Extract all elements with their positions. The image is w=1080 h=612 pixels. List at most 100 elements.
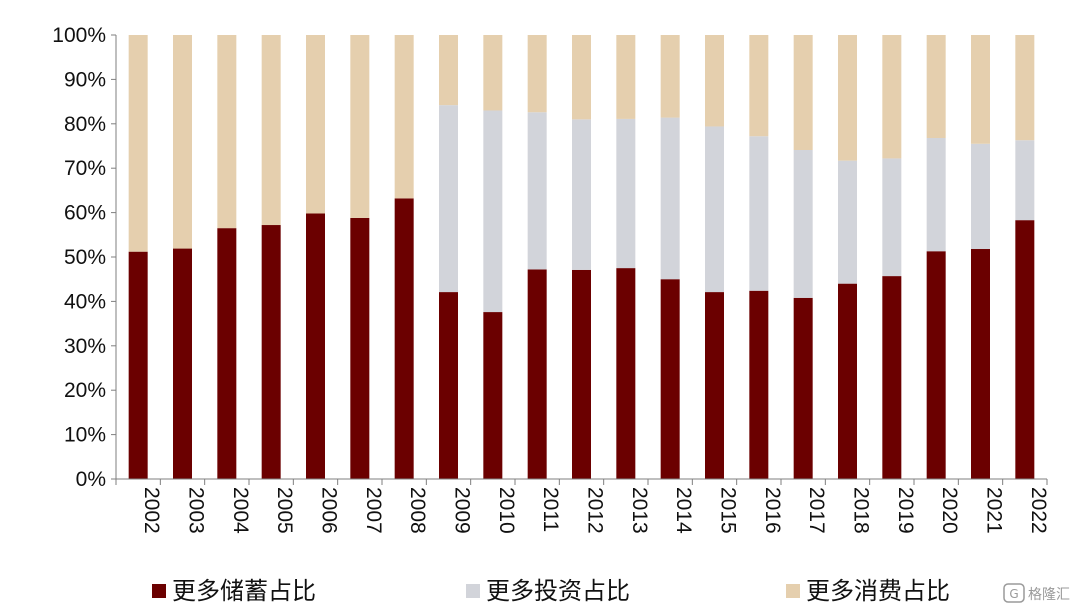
g-logo-letter: G <box>1009 587 1018 601</box>
bar-2014-series-1 <box>660 117 680 280</box>
y-tick-label: 10% <box>64 424 106 447</box>
bar-2019-series-0 <box>882 276 902 479</box>
y-tick-label: 40% <box>64 290 106 313</box>
x-tick-label: 2021 <box>983 487 1006 534</box>
x-tick-label: 2009 <box>451 487 474 534</box>
bar-2005-series-2 <box>261 35 281 226</box>
bar-2010-series-0 <box>483 312 503 479</box>
bar-2019-series-1 <box>882 158 902 277</box>
y-axis: 0% 10% 20% 30% 40% 50% 60% 70% 80% 90% 100% <box>52 24 117 491</box>
bar-2017-series-1 <box>793 150 813 298</box>
bar-2005-series-0 <box>261 225 281 479</box>
bar-2010-series-1 <box>483 110 503 313</box>
y-tick-label: 30% <box>64 335 106 358</box>
bar-2020-series-0 <box>926 251 946 479</box>
y-tick-label: 50% <box>64 246 106 269</box>
x-tick-label: 2015 <box>717 487 740 534</box>
x-tick-label: 2022 <box>1027 487 1050 534</box>
bar-2009-series-2 <box>439 35 458 106</box>
bar-2013-series-2 <box>616 35 636 119</box>
legend-swatch <box>786 584 800 598</box>
bar-2016-series-1 <box>749 136 769 291</box>
y-tick-label: 100% <box>52 24 106 47</box>
bar-2017-series-2 <box>793 35 813 150</box>
bar-2003-series-0 <box>173 248 192 479</box>
bars-layer <box>128 35 1035 480</box>
bar-2002-series-0 <box>128 251 148 479</box>
legend-label: 更多储蓄占比 <box>172 577 316 605</box>
y-tick-label: 0% <box>76 468 106 491</box>
g-logo-icon <box>1003 583 1025 603</box>
bar-2008-series-2 <box>394 35 414 199</box>
y-tick-label: 90% <box>64 68 106 91</box>
x-tick-label: 2005 <box>273 487 296 534</box>
bar-2011-series-0 <box>527 269 547 479</box>
watermark: G 格隆汇 <box>1003 583 1070 603</box>
bar-2015-series-0 <box>705 292 724 479</box>
bar-2012-series-1 <box>572 119 591 270</box>
x-tick-label: 2013 <box>628 487 651 534</box>
bar-2012-series-0 <box>572 269 591 479</box>
bar-2016-series-0 <box>749 290 769 479</box>
x-tick-label: 2018 <box>850 487 873 534</box>
bar-2022-series-0 <box>1015 220 1035 479</box>
bar-2007-series-2 <box>350 35 370 218</box>
bar-2004-series-0 <box>217 228 237 479</box>
bar-2020-series-2 <box>926 35 946 139</box>
x-tick-label: 2014 <box>672 487 695 534</box>
x-axis: 2002 2003 2004 2005 2006 2007 2008 2009 2010 2011… <box>115 478 1050 534</box>
bar-2003-series-2 <box>173 35 192 249</box>
bar-2013-series-0 <box>616 268 636 479</box>
bar-2018-series-2 <box>838 35 857 161</box>
y-tick-label: 20% <box>64 379 106 402</box>
bar-2017-series-0 <box>793 297 813 479</box>
y-tick-label: 80% <box>64 113 106 136</box>
legend-swatch <box>152 584 166 598</box>
x-tick-label: 2007 <box>362 487 385 534</box>
x-tick-label: 2011 <box>539 487 562 532</box>
x-tick-label: 2004 <box>229 487 252 534</box>
x-tick-label: 2010 <box>495 487 518 534</box>
x-tick-label: 2003 <box>185 487 208 534</box>
x-tick-label: 2006 <box>318 487 341 534</box>
x-tick-label: 2002 <box>140 487 163 534</box>
legend-label: 更多消费占比 <box>806 577 950 605</box>
bar-2014-series-0 <box>660 279 680 479</box>
bar-2018-series-1 <box>838 160 857 284</box>
bar-2015-series-2 <box>705 35 724 127</box>
bar-2019-series-2 <box>882 35 902 159</box>
x-tick-label: 2017 <box>805 487 828 534</box>
bar-2010-series-2 <box>483 35 503 111</box>
bar-2008-series-0 <box>394 198 414 479</box>
bar-2004-series-2 <box>217 35 237 229</box>
legend-swatch <box>466 584 480 598</box>
bar-2013-series-1 <box>616 118 636 269</box>
legend-label: 更多投资占比 <box>486 577 630 605</box>
bar-2012-series-2 <box>572 35 591 120</box>
bar-2006-series-0 <box>306 213 325 480</box>
watermark-text: 格隆汇 <box>1028 587 1070 603</box>
x-tick-label: 2020 <box>938 487 961 534</box>
legend: 更多储蓄占比 更多投资占比 更多消费占比 <box>152 577 950 605</box>
bar-2021-series-0 <box>971 249 990 479</box>
bar-2007-series-0 <box>350 217 370 479</box>
bar-2020-series-1 <box>926 138 946 252</box>
bar-2022-series-1 <box>1015 140 1035 221</box>
bar-2016-series-2 <box>749 35 769 137</box>
bar-2009-series-1 <box>439 105 458 293</box>
bar-2021-series-2 <box>971 35 990 144</box>
x-tick-label: 2019 <box>894 487 917 534</box>
x-tick-label: 2016 <box>761 487 784 534</box>
bar-2018-series-0 <box>838 283 857 479</box>
bar-2011-series-2 <box>527 35 547 113</box>
bar-2006-series-2 <box>306 35 325 214</box>
bar-2021-series-1 <box>971 143 990 250</box>
bar-2011-series-1 <box>527 112 547 270</box>
x-tick-label: 2012 <box>584 487 607 534</box>
bar-2002-series-2 <box>128 35 148 252</box>
bar-2015-series-1 <box>705 126 724 293</box>
bar-2014-series-2 <box>660 35 680 118</box>
x-tick-label: 2008 <box>406 487 429 534</box>
bar-2022-series-2 <box>1015 35 1035 141</box>
bar-2009-series-0 <box>439 292 458 479</box>
